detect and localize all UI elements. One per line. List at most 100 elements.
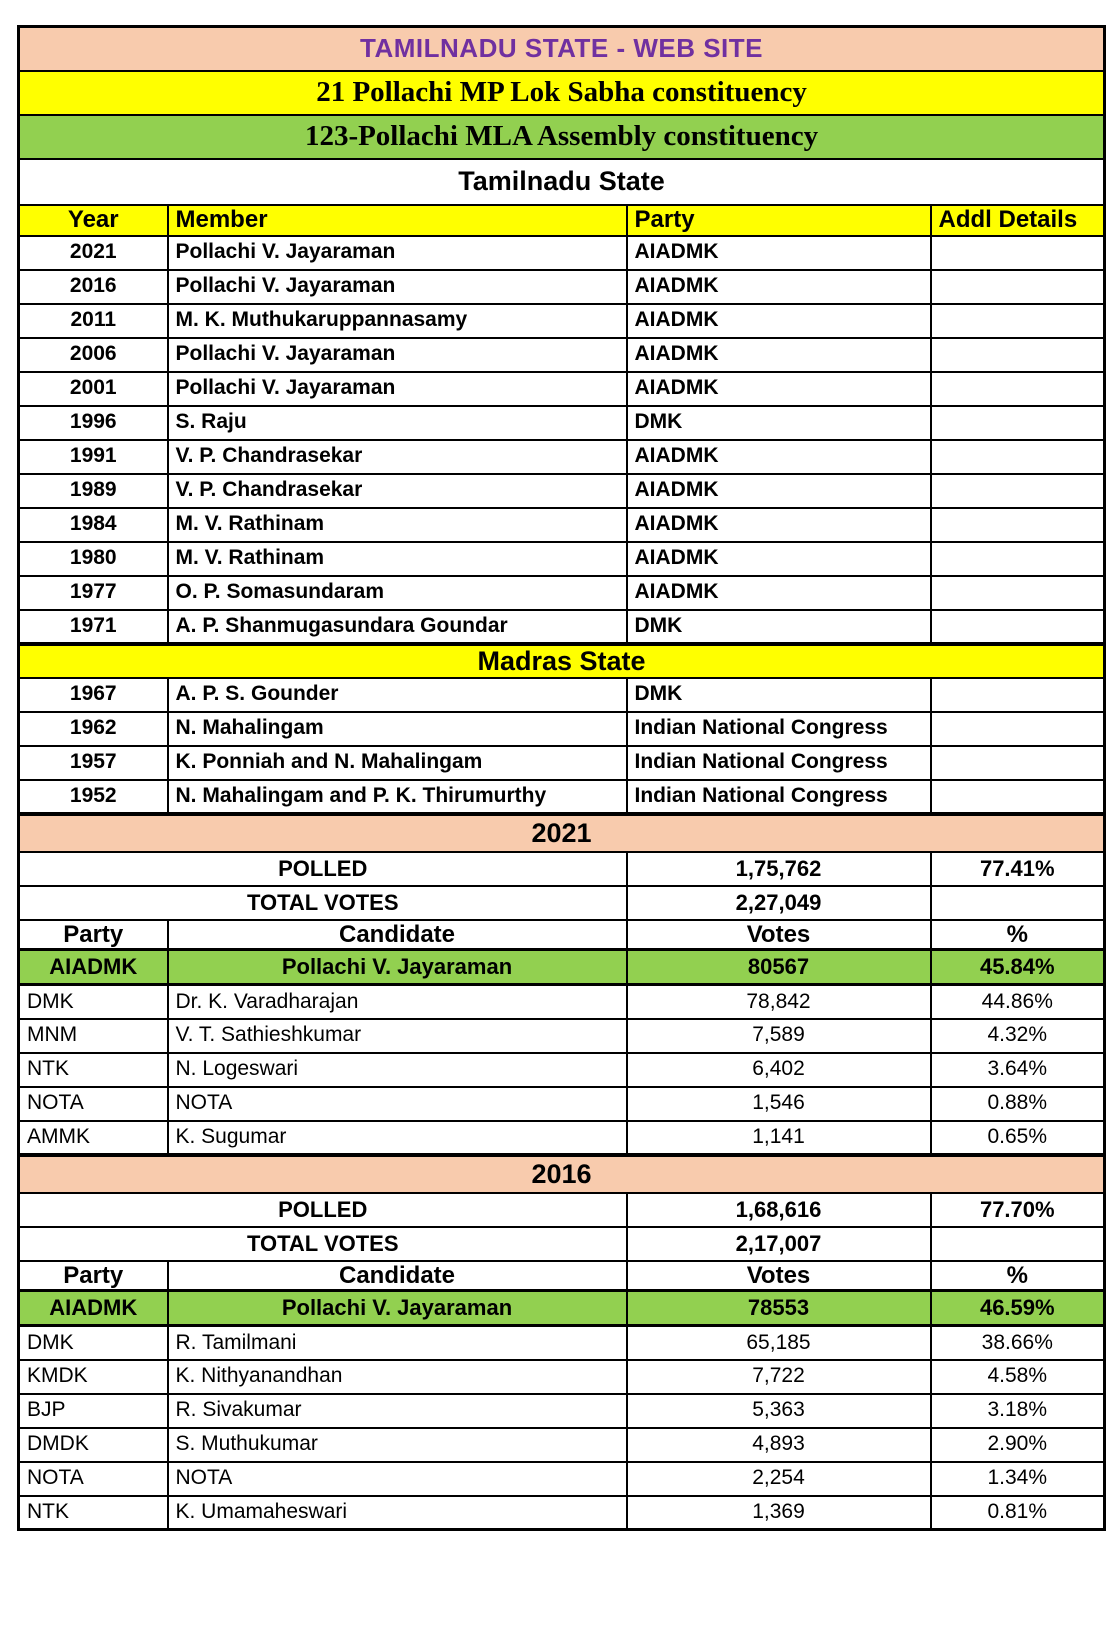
polled-percent: 77.41%	[929, 850, 1106, 887]
votes-cell: 1,546	[625, 1085, 932, 1122]
votes-cell: 4,893	[625, 1426, 932, 1463]
member-row: 1967 A. P. S. Gounder DMK	[17, 676, 1106, 713]
election-year-header-2016: 2016	[17, 1152, 1106, 1194]
col-header-year: Year	[17, 203, 169, 237]
member-cell: S. Raju	[166, 404, 628, 441]
party-cell: MNM	[17, 1017, 169, 1054]
year-cell: 1957	[17, 744, 169, 781]
result-row: NTK N. Logeswari 6,402 3.64%	[17, 1051, 1106, 1088]
party-cell: Indian National Congress	[625, 778, 932, 815]
candidate-cell: Pollachi V. Jayaraman	[166, 1289, 628, 1327]
member-cell: V. P. Chandrasekar	[166, 438, 628, 475]
addl-cell	[929, 710, 1106, 747]
year-cell: 2016	[17, 268, 169, 305]
site-title: TAMILNADU STATE - WEB SITE	[17, 25, 1106, 72]
party-cell: KMDK	[17, 1358, 169, 1395]
candidate-cell: Dr. K. Varadharajan	[166, 983, 628, 1020]
col-header-votes: Votes	[625, 1259, 932, 1292]
party-cell: AIADMK	[625, 336, 932, 373]
result-row: AMMK K. Sugumar 1,141 0.65%	[17, 1119, 1106, 1156]
madras-section-title: Madras State	[17, 641, 1106, 679]
member-row: 1984 M. V. Rathinam AIADMK	[17, 506, 1106, 543]
member-cell: Pollachi V. Jayaraman	[166, 370, 628, 407]
polled-percent: 77.70%	[929, 1191, 1106, 1228]
party-cell: DMK	[625, 404, 932, 441]
year-cell: 2011	[17, 302, 169, 339]
result-row: NTK K. Umamaheswari 1,369 0.81%	[17, 1494, 1106, 1531]
party-cell: DMK	[17, 1324, 169, 1361]
votes-cell: 6,402	[625, 1051, 932, 1088]
col-header-party: Party	[17, 1259, 169, 1292]
year-cell: 2021	[17, 234, 169, 271]
member-cell: K. Ponniah and N. Mahalingam	[166, 744, 628, 781]
votes-cell: 80567	[625, 948, 932, 986]
addl-cell	[929, 608, 1106, 645]
candidate-cell: K. Sugumar	[166, 1119, 628, 1156]
party-cell: AIADMK	[625, 540, 932, 577]
candidate-cell: NOTA	[166, 1460, 628, 1497]
addl-cell	[929, 302, 1106, 339]
tamilnadu-section-title: Tamilnadu State	[17, 157, 1106, 206]
col-header-percent: %	[929, 1259, 1106, 1292]
total-votes-label: TOTAL VOTES	[17, 1225, 628, 1262]
percent-cell: 3.18%	[929, 1392, 1106, 1429]
col-header-member: Member	[166, 203, 628, 237]
result-row: BJP R. Sivakumar 5,363 3.18%	[17, 1392, 1106, 1429]
percent-cell: 0.65%	[929, 1119, 1106, 1156]
party-cell: AIADMK	[625, 302, 932, 339]
col-header-party: Party	[625, 203, 932, 237]
total-votes-value: 2,27,049	[625, 884, 932, 921]
addl-cell	[929, 370, 1106, 407]
candidate-cell: N. Logeswari	[166, 1051, 628, 1088]
party-cell: AIADMK	[625, 506, 932, 543]
party-cell: NOTA	[17, 1460, 169, 1497]
col-header-addl-details: Addl Details	[929, 203, 1106, 237]
votes-cell: 1,141	[625, 1119, 932, 1156]
result-row: MNM V. T. Sathieshkumar 7,589 4.32%	[17, 1017, 1106, 1054]
votes-cell: 7,589	[625, 1017, 932, 1054]
party-cell: AMMK	[17, 1119, 169, 1156]
result-row: DMK Dr. K. Varadharajan 78,842 44.86%	[17, 983, 1106, 1020]
candidate-cell: R. Tamilmani	[166, 1324, 628, 1361]
addl-cell	[929, 574, 1106, 611]
party-cell: AIADMK	[625, 234, 932, 271]
year-cell: 2006	[17, 336, 169, 373]
member-row: 1989 V. P. Chandrasekar AIADMK	[17, 472, 1106, 509]
party-cell: AIADMK	[625, 472, 932, 509]
col-header-votes: Votes	[625, 918, 932, 951]
member-cell: M. V. Rathinam	[166, 540, 628, 577]
member-row: 2021 Pollachi V. Jayaraman AIADMK	[17, 234, 1106, 271]
addl-cell	[929, 268, 1106, 305]
votes-cell: 78,842	[625, 983, 932, 1020]
mp-constituency-title: 21 Pollachi MP Lok Sabha constituency	[17, 69, 1106, 116]
percent-cell: 45.84%	[929, 948, 1106, 986]
polled-row: POLLED 1,68,616 77.70%	[17, 1191, 1106, 1228]
result-row: NOTA NOTA 2,254 1.34%	[17, 1460, 1106, 1497]
party-cell: AIADMK	[625, 370, 932, 407]
polled-label: POLLED	[17, 1191, 628, 1228]
mla-constituency-title: 123-Pollachi MLA Assembly constituency	[17, 113, 1106, 160]
party-cell: NTK	[17, 1494, 169, 1531]
party-cell: AIADMK	[625, 574, 932, 611]
year-cell: 2001	[17, 370, 169, 407]
member-row: 1957 K. Ponniah and N. Mahalingam Indian N…	[17, 744, 1106, 781]
polled-votes: 1,75,762	[625, 850, 932, 887]
party-cell: DMK	[17, 983, 169, 1020]
year-cell: 1971	[17, 608, 169, 645]
member-cell: Pollachi V. Jayaraman	[166, 336, 628, 373]
candidate-cell: S. Muthukumar	[166, 1426, 628, 1463]
member-cell: A. P. S. Gounder	[166, 676, 628, 713]
winner-row: AIADMK Pollachi V. Jayaraman 78553 46.59…	[17, 1289, 1106, 1327]
party-cell: Indian National Congress	[625, 710, 932, 747]
percent-cell: 4.58%	[929, 1358, 1106, 1395]
year-cell: 1989	[17, 472, 169, 509]
member-cell: N. Mahalingam and P. K. Thirumurthy	[166, 778, 628, 815]
candidate-cell: V. T. Sathieshkumar	[166, 1017, 628, 1054]
party-cell: AIADMK	[625, 268, 932, 305]
party-cell: NTK	[17, 1051, 169, 1088]
year-cell: 1996	[17, 404, 169, 441]
member-row: 1977 O. P. Somasundaram AIADMK	[17, 574, 1106, 611]
member-cell: M. K. Muthukaruppannasamy	[166, 302, 628, 339]
party-cell: AIADMK	[17, 948, 169, 986]
member-row: 1980 M. V. Rathinam AIADMK	[17, 540, 1106, 577]
